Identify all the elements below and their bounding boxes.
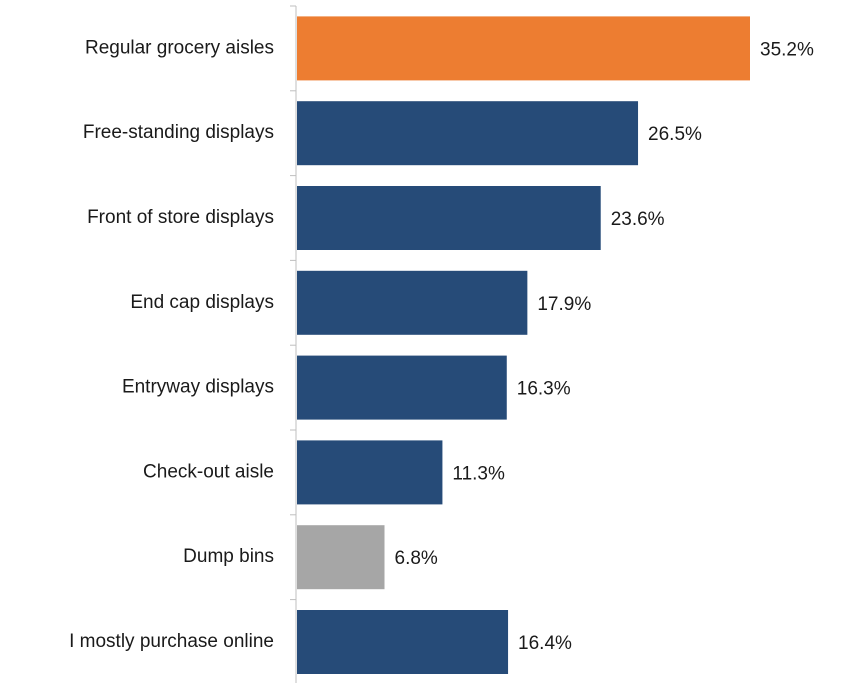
data-label: 23.6% <box>611 209 665 230</box>
bar <box>297 610 509 674</box>
bar <box>297 440 443 505</box>
category-label: Front of store displays <box>87 207 274 228</box>
data-label: 16.3% <box>517 379 571 400</box>
category-label: Free-standing displays <box>83 122 274 143</box>
bar <box>297 16 750 81</box>
data-label: 26.5% <box>648 124 702 145</box>
category-label: Regular grocery aisles <box>85 37 274 58</box>
category-label: Entryway displays <box>122 377 274 398</box>
bar <box>297 101 639 166</box>
category-label: Check-out aisle <box>143 461 274 482</box>
data-label: 35.2% <box>760 39 814 60</box>
data-label: 16.4% <box>518 633 572 654</box>
bar <box>297 525 385 590</box>
bar <box>297 270 528 335</box>
category-label: Dump bins <box>183 546 274 567</box>
bar <box>297 186 601 250</box>
data-label: 17.9% <box>537 294 591 315</box>
category-label: End cap displays <box>130 292 274 313</box>
data-label: 6.8% <box>395 548 438 569</box>
category-label: I mostly purchase online <box>69 631 274 652</box>
data-label: 11.3% <box>452 463 505 484</box>
bar <box>297 355 507 420</box>
